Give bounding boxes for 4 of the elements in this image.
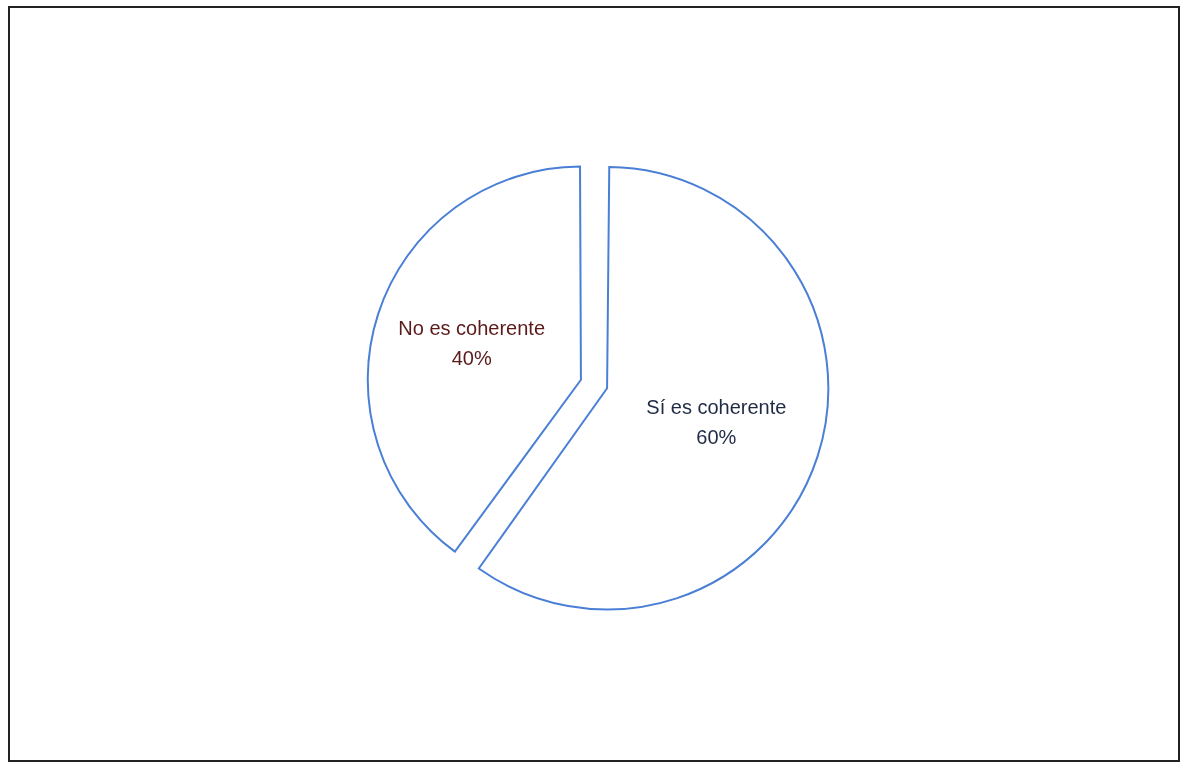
slice-label: No es coherente — [398, 316, 546, 339]
data-label: 40% — [451, 346, 492, 369]
data-label: 60% — [696, 426, 737, 449]
slice-label: Sí es coherente — [646, 396, 787, 419]
